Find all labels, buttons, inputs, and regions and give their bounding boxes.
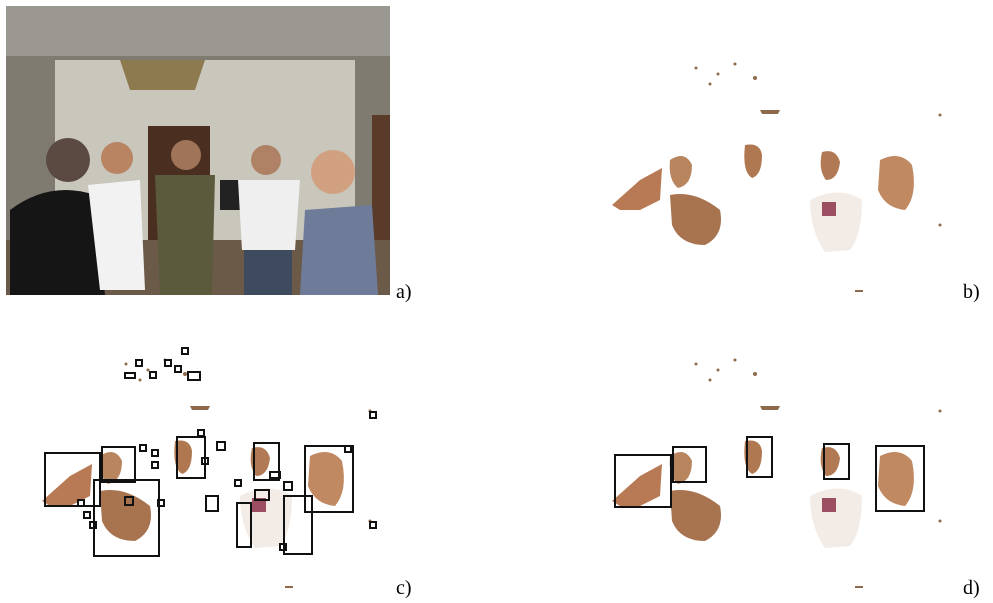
panel-label: d) — [963, 577, 980, 599]
panel-label: a) — [396, 281, 412, 303]
panel-label: b) — [963, 281, 980, 303]
face-boxes — [614, 436, 925, 512]
skin-map — [42, 358, 372, 588]
detection-boxes — [44, 347, 377, 557]
skin-map — [612, 62, 942, 292]
photo — [6, 6, 390, 295]
panel-label: c) — [396, 577, 412, 599]
skin-map — [612, 358, 942, 588]
